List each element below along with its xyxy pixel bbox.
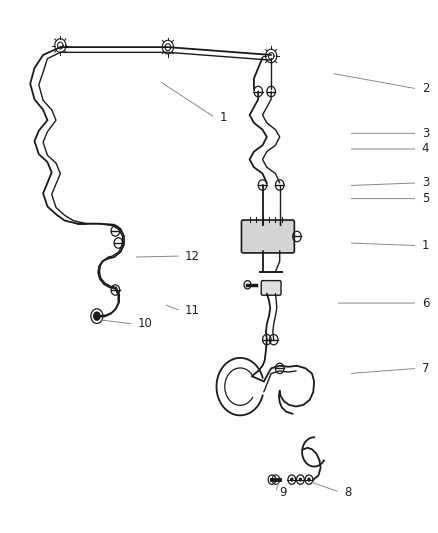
Text: 3: 3 — [421, 127, 428, 140]
Text: 3: 3 — [421, 176, 428, 189]
Text: 8: 8 — [343, 486, 351, 499]
Text: 12: 12 — [185, 249, 200, 263]
Circle shape — [307, 478, 310, 482]
Text: 6: 6 — [421, 296, 428, 310]
Circle shape — [290, 478, 293, 482]
Text: 4: 4 — [421, 142, 428, 156]
Text: 1: 1 — [219, 111, 226, 124]
FancyBboxPatch shape — [241, 220, 294, 253]
Text: 7: 7 — [421, 362, 428, 375]
Text: 5: 5 — [421, 192, 428, 205]
Text: 11: 11 — [185, 304, 200, 317]
Text: 9: 9 — [279, 486, 286, 499]
Circle shape — [93, 311, 101, 321]
Text: 2: 2 — [421, 83, 428, 95]
Text: 10: 10 — [138, 318, 152, 330]
FancyBboxPatch shape — [261, 280, 280, 295]
Circle shape — [298, 478, 301, 482]
Text: 1: 1 — [421, 239, 428, 252]
